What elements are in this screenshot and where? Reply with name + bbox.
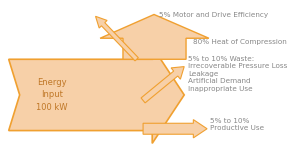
Text: 80% Heat of Compression: 80% Heat of Compression: [193, 39, 287, 45]
Text: Energy
Input
100 kW: Energy Input 100 kW: [36, 78, 67, 112]
Text: 5% to 10%
Productive Use: 5% to 10% Productive Use: [210, 118, 264, 131]
Text: 5% Motor and Drive Efficiency: 5% Motor and Drive Efficiency: [159, 12, 268, 18]
Text: 5% to 10% Waste:
Irrecoverable Pressure Loss
Leakage
Artificial Demand
Inappropr: 5% to 10% Waste: Irrecoverable Pressure …: [188, 56, 287, 92]
Polygon shape: [100, 15, 209, 59]
Polygon shape: [9, 46, 184, 143]
Polygon shape: [141, 67, 184, 103]
Polygon shape: [143, 120, 207, 138]
Polygon shape: [95, 16, 138, 61]
